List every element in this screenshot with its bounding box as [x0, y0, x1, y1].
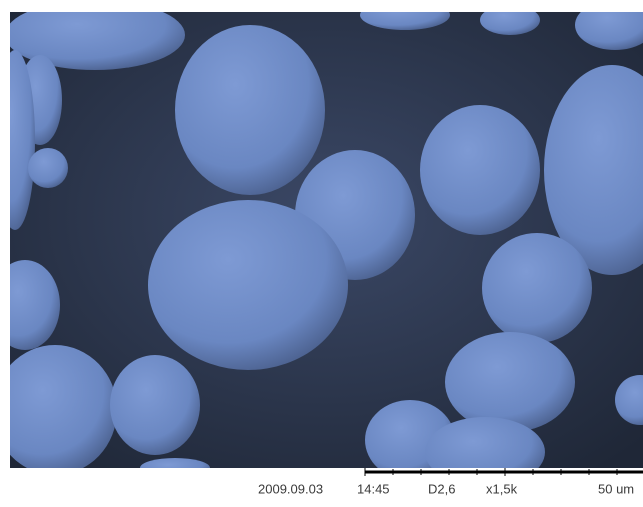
detector: D2,6 — [428, 481, 455, 496]
magnification: x1,5k — [486, 481, 518, 496]
page: 2009.09.03 14:45 D2,6 x1,5k 50 um (() =>… — [0, 0, 643, 507]
date: 2009.09.03 — [258, 481, 323, 496]
micrograph-image — [0, 0, 643, 487]
time: 14:45 — [357, 481, 390, 496]
sem-micrograph: 2009.09.03 14:45 D2,6 x1,5k 50 um — [0, 0, 643, 507]
scale-label: 50 um — [598, 481, 634, 496]
